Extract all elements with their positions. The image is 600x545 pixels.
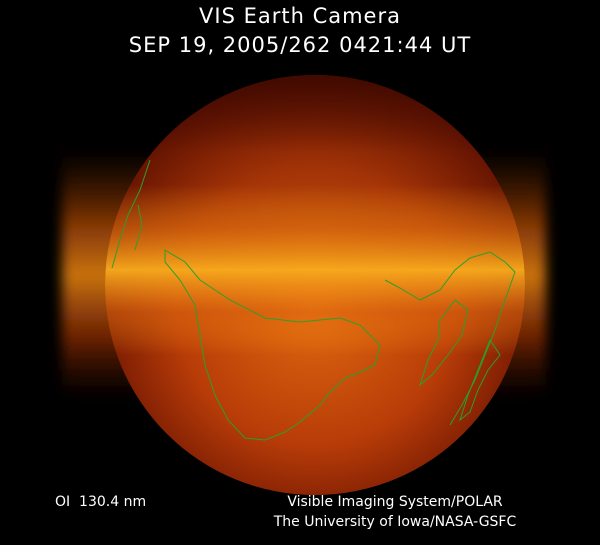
credit-line: The University of Iowa/NASA-GSFC (273, 514, 517, 530)
coastlines (111, 159, 516, 441)
title: VIS Earth Camera (199, 4, 401, 28)
filter-label: OI 130.4 nm (55, 494, 146, 510)
credit-line: Visible Imaging System/POLAR (287, 494, 503, 510)
timestamp: SEP 19, 2005/262 0421:44 UT (129, 33, 471, 57)
